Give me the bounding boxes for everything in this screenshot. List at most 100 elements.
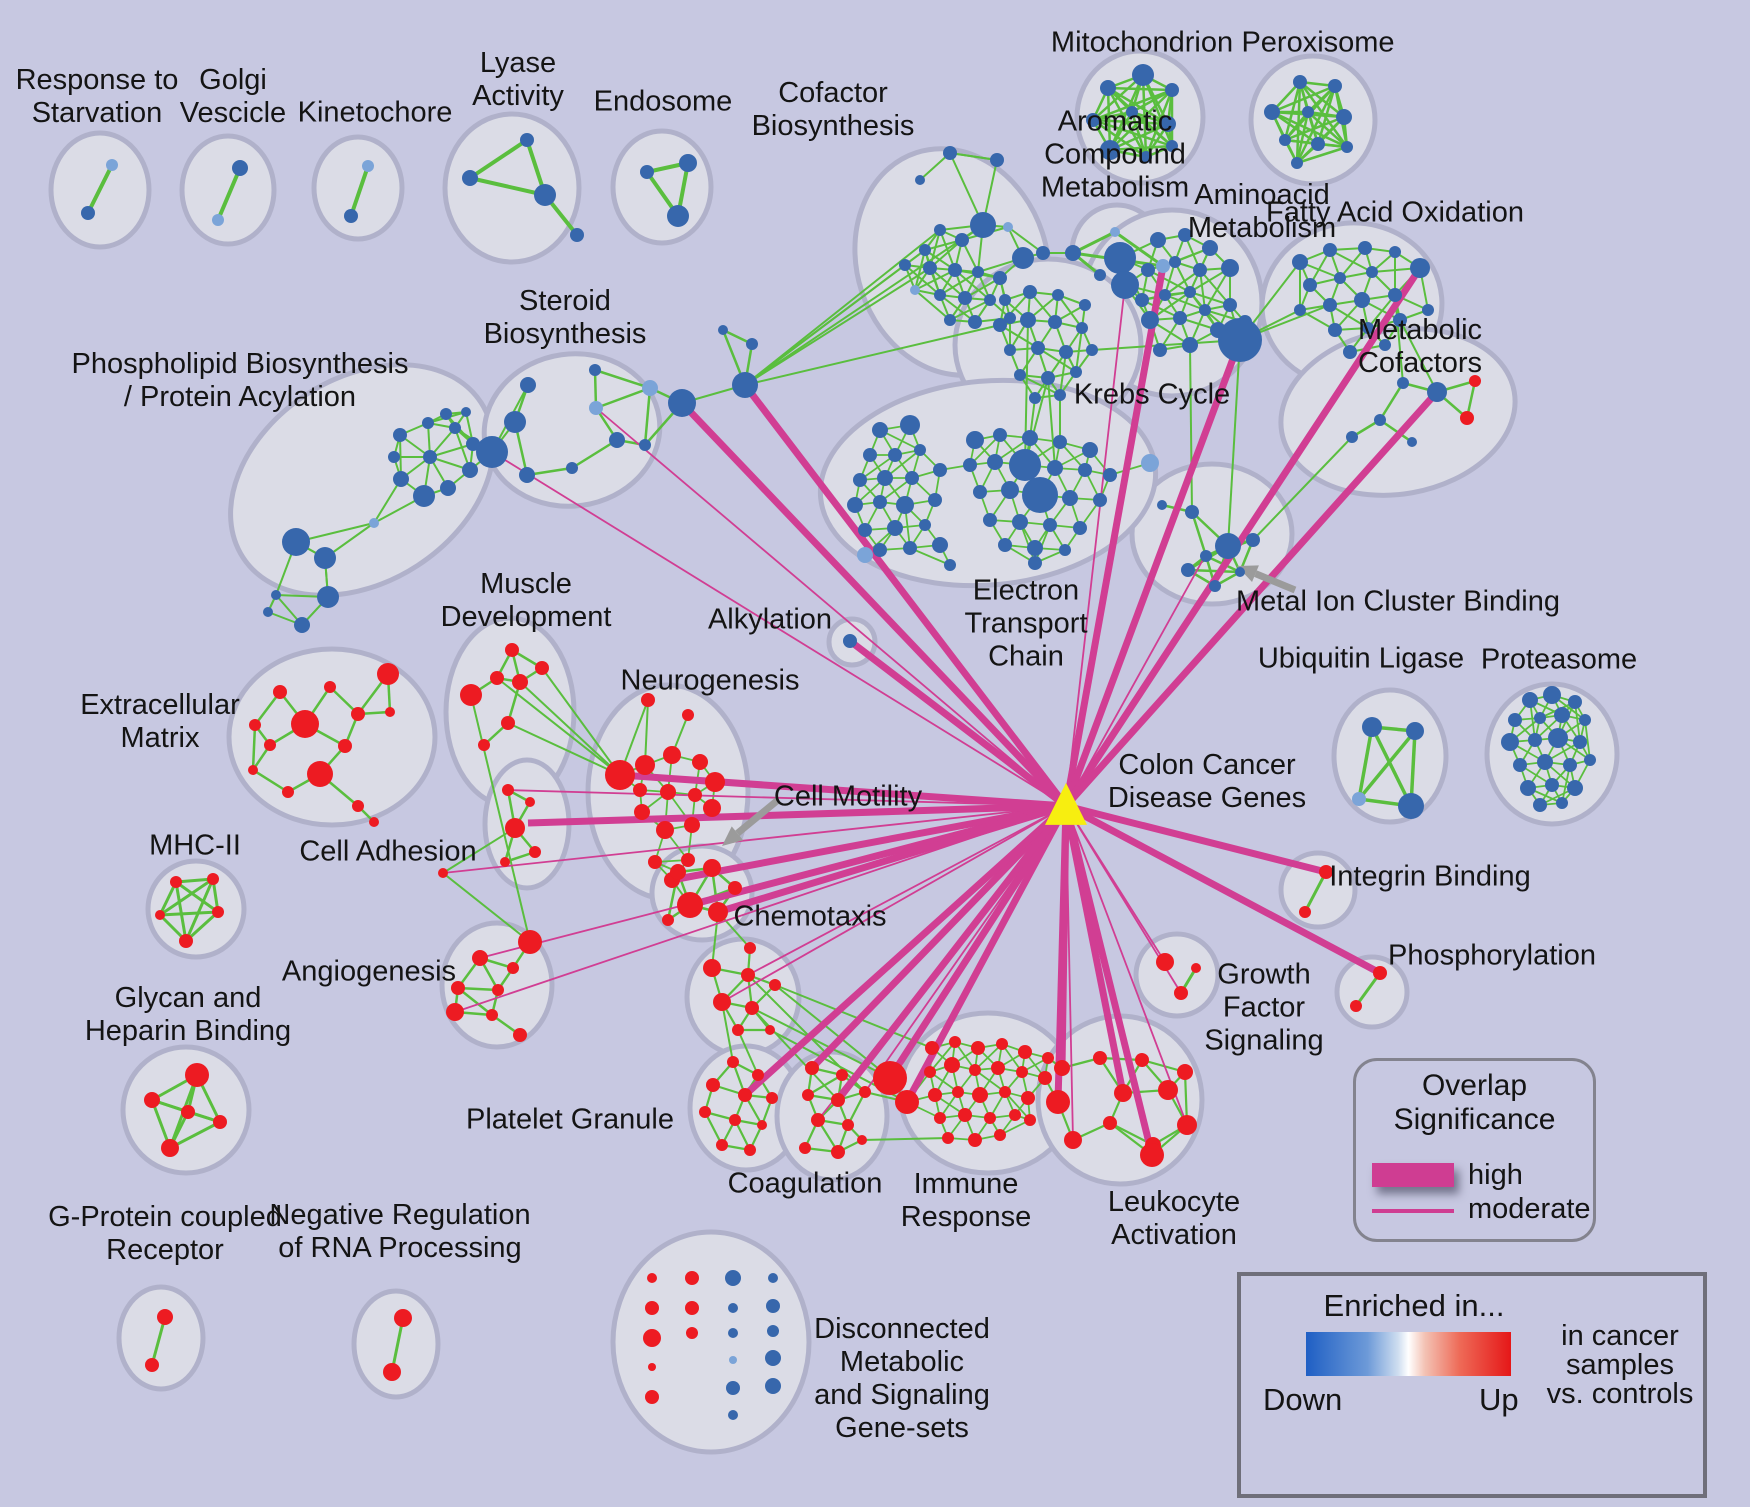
gene-set-overlap-edge (1307, 111, 1348, 148)
gene-set-node-metabolic-cofactors (1407, 437, 1417, 447)
gene-set-overlap-edge (1199, 269, 1231, 306)
gene-set-overlap-edge (1584, 719, 1591, 761)
gene-set-node-metabolic-cofactors (1374, 414, 1386, 426)
gene-set-node-electron-transport-chain (896, 496, 914, 514)
gene-set-node-disconnected-gene-sets (766, 1299, 780, 1313)
gene-set-node-growth-factor-signaling (1156, 953, 1174, 971)
gene-set-node-neurogenesis (703, 799, 721, 817)
disease-overlap-edge-high (847, 638, 1069, 809)
label-chemotaxis: Chemotaxis (733, 900, 887, 933)
gene-set-node-proteasome (1567, 780, 1583, 796)
gene-set-node-proteasome (1513, 758, 1527, 772)
gene-set-node-negative-regulation-rna (394, 1309, 412, 1327)
gene-set-node-krebs-cycle (1023, 285, 1037, 299)
gene-set-node-electron-transport-chain (1059, 544, 1071, 556)
label-immune-response: Immune Response (900, 1167, 1032, 1233)
gene-set-overlap-edge (252, 768, 289, 794)
gene-set-overlap-edge (1092, 118, 1147, 159)
gene-set-node-phospholipid-biosynthesis (393, 471, 409, 487)
gene-set-node-cofactor-biosynthesis (958, 291, 972, 305)
gene-set-node-krebs-cycle (1076, 322, 1088, 334)
gene-set-node-cell-motility (728, 881, 742, 895)
moderate-significance-label: moderate (1468, 1193, 1591, 1225)
gene-set-node-electron-transport-chain (873, 543, 887, 557)
metal-ion-arrow (1254, 570, 1297, 594)
gene-set-node-immune-response (934, 1112, 946, 1124)
gene-set-node-ubiquitin-ligase (1362, 717, 1382, 737)
label-lyase-activity: Lyase Activity (472, 46, 564, 112)
gene-set-node-metabolic-cofactors (1346, 431, 1358, 443)
gene-set-node-steroid-biosynthesis (504, 411, 526, 433)
gene-set-node-leukocyte-activation (1046, 1090, 1070, 1114)
gene-set-overlap-edge (1004, 1091, 1031, 1121)
label-cell-motility: Cell Motility (773, 780, 923, 813)
gene-set-node-cell-motility (662, 914, 674, 926)
label-cofactor-biosynthesis: Cofactor Biosynthesis (751, 76, 915, 142)
gene-set-node-lyase-activity (534, 184, 556, 206)
gene-set-node-phospholipid-biosynthesis (263, 607, 273, 617)
gene-set-node-golgi-vescicle (212, 214, 224, 226)
gene-set-node-neurogenesis (684, 817, 700, 833)
gene-set-node-electron-transport-chain (944, 559, 956, 571)
gene-set-node-integrin-binding (1319, 865, 1333, 879)
inter-cluster-edge (949, 152, 984, 226)
gene-set-overlap-edge (169, 1120, 221, 1150)
gene-set-node-mitochondrion (1160, 116, 1176, 132)
gene-set-node-metal-ion-cluster-binding (1215, 533, 1241, 559)
disease-overlap-edge-high (679, 400, 1069, 809)
label-growth-factor-signaling: Growth Factor Signaling (1204, 958, 1324, 1057)
gene-set-overlap-edge (704, 1111, 723, 1146)
gene-set-node-platelet-granule (744, 1144, 756, 1156)
inter-cluster-edge (1091, 339, 1241, 351)
gene-set-node-phospholipid-biosynthesis (282, 528, 310, 556)
gene-set-node-platelet-granule (752, 1069, 764, 1081)
gene-set-node-extracellular-matrix (249, 719, 261, 731)
gene-set-node-aminoacid-metabolism (1153, 343, 1167, 357)
gene-set-node-peroxisome (1293, 75, 1307, 89)
gene-set-overlap-edge (1295, 85, 1337, 164)
gene-set-node-electron-transport-chain (1027, 540, 1043, 556)
gene-set-overlap-edge (1131, 111, 1173, 147)
gene-set-node-phospholipid-biosynthesis (388, 451, 400, 463)
label-neurogenesis: Neurogenesis (620, 664, 800, 697)
gene-set-node-mhc-ii (207, 873, 219, 885)
gene-set-node-mhc-ii (212, 906, 224, 918)
gene-set-node-cofactor-biosynthesis (944, 314, 956, 326)
gene-set-node-phospholipid-biosynthesis (461, 407, 471, 417)
gene-set-node-peroxisome (1302, 106, 1314, 118)
disease-overlap-edge-moderate (595, 407, 1067, 807)
label-g-protein-coupled-receptor: G-Protein coupled Receptor (48, 1200, 282, 1266)
gene-set-node-krebs-cycle (1086, 344, 1098, 356)
gene-set-node-platelet-granule (716, 1139, 728, 1151)
gene-set-node-electron-transport-chain (900, 415, 920, 435)
high-significance-label: high (1468, 1159, 1523, 1191)
gene-set-node-krebs-cycle (1070, 366, 1082, 378)
gene-set-node-fatty-acid-oxidation (1410, 258, 1430, 278)
gene-set-node-neurogenesis (682, 709, 694, 721)
gene-set-node-cofactor-biosynthesis (990, 153, 1004, 167)
gene-set-node-angiogenesis (518, 930, 542, 954)
gene-set-node-aromatic-compound-metabolism (1156, 259, 1170, 273)
gene-set-node-disconnected-gene-sets (768, 1273, 778, 1283)
disease-overlap-edge-moderate (504, 789, 1067, 807)
gene-set-node-coagulation (799, 1142, 811, 1154)
gene-set-node-chemotaxis (703, 959, 721, 977)
gene-set-node-proteasome (1501, 733, 1519, 751)
inter-cluster-edge (1047, 377, 1056, 469)
gene-set-node-coagulation (857, 1135, 867, 1145)
inter-cluster-edge (507, 722, 621, 776)
disease-overlap-edge-high (887, 804, 1069, 1080)
gene-set-overlap-edge (1057, 294, 1083, 329)
gene-set-node-angiogenesis (451, 981, 465, 995)
gene-set-node-fatty-acid-oxidation (1334, 272, 1346, 284)
gene-set-node-electron-transport-chain (1093, 493, 1107, 507)
gene-set-node-mitochondrion (1086, 113, 1100, 127)
gene-set-node-mhc-ii (155, 910, 165, 920)
gene-set-node-electron-transport-chain (1053, 435, 1067, 449)
disease-overlap-edge-high (1062, 265, 1167, 807)
gene-set-node-chemotaxis (765, 1025, 775, 1035)
gene-set-node-electron-transport-chain (877, 470, 893, 486)
gene-set-node-mitochondrion (1126, 106, 1138, 118)
gene-set-node-fatty-acid-oxidation (1328, 323, 1342, 337)
gene-set-node-steroid-biosynthesis (639, 439, 651, 451)
